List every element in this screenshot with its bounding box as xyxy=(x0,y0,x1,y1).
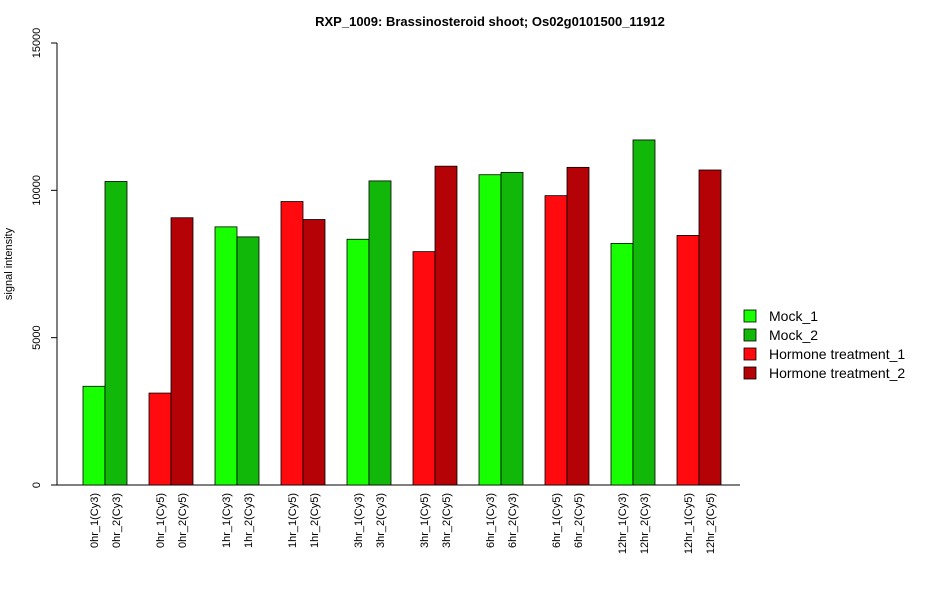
bar-6hr_2(Cy3) xyxy=(500,171,524,486)
legend-label: Hormone treatment_2 xyxy=(769,365,905,381)
legend-label: Mock_2 xyxy=(769,327,818,343)
x-tick-label: 12hr_1(Cy3) xyxy=(617,493,629,554)
x-tick-label: 1hr_1(Cy3) xyxy=(221,493,233,548)
y-tick-label: 15000 xyxy=(31,28,43,59)
bar-12hr_1(Cy5) xyxy=(676,235,700,486)
y-axis-label: signal intensity xyxy=(3,227,15,300)
x-tick-label: 3hr_2(Cy3) xyxy=(375,493,387,548)
x-tick-label: 1hr_2(Cy5) xyxy=(309,493,321,548)
x-tick-label: 6hr_2(Cy5) xyxy=(573,493,585,548)
y-tick-label: 5000 xyxy=(31,325,43,349)
bars-group xyxy=(82,139,722,486)
bar-1hr_2(Cy5) xyxy=(302,219,326,486)
legend-swatch xyxy=(743,309,757,323)
x-tick-label: 6hr_2(Cy3) xyxy=(507,493,519,548)
x-tick-label: 12hr_2(Cy5) xyxy=(705,493,717,554)
x-tick-label: 0hr_2(Cy5) xyxy=(177,493,189,548)
bar-6hr_1(Cy5) xyxy=(544,195,568,486)
bar-3hr_1(Cy3) xyxy=(346,238,370,486)
y-axis: 0 5000 10000 15000 xyxy=(31,28,58,488)
bar-12hr_2(Cy3) xyxy=(632,139,656,486)
legend-label: Mock_1 xyxy=(769,308,818,324)
bar-3hr_2(Cy5) xyxy=(434,165,458,486)
legend-swatch xyxy=(743,328,757,342)
bar-3hr_1(Cy5) xyxy=(412,251,436,486)
x-tick-label: 3hr_1(Cy5) xyxy=(419,493,431,548)
bar-0hr_2(Cy3) xyxy=(104,181,128,486)
x-tick-label: 1hr_2(Cy3) xyxy=(243,493,255,548)
legend-swatch xyxy=(743,347,757,361)
x-tick-label: 0hr_2(Cy3) xyxy=(111,493,123,548)
legend-swatch xyxy=(743,366,757,380)
x-tick-label: 0hr_1(Cy5) xyxy=(155,493,167,548)
chart-title: RXP_1009: Brassinosteroid shoot; Os02g01… xyxy=(315,14,665,29)
bar-12hr_2(Cy5) xyxy=(698,169,722,486)
x-tick-label: 3hr_1(Cy3) xyxy=(353,493,365,548)
bar-3hr_2(Cy3) xyxy=(368,180,392,486)
x-tick-label: 0hr_1(Cy3) xyxy=(89,493,101,548)
x-tick-label: 12hr_2(Cy3) xyxy=(639,493,651,554)
legend: Mock_1 Mock_2 Hormone treatment_1 Hormone t… xyxy=(743,308,905,381)
bar-6hr_2(Cy5) xyxy=(566,166,590,486)
x-tick-labels: 0hr_1(Cy3) 0hr_2(Cy3) 0hr_1(Cy5) 0hr_2(Cy5)… xyxy=(89,493,717,554)
x-tick-label: 1hr_1(Cy5) xyxy=(287,493,299,548)
bar-1hr_1(Cy3) xyxy=(214,226,238,486)
bar-6hr_1(Cy3) xyxy=(478,174,502,486)
bar-0hr_2(Cy5) xyxy=(170,217,194,486)
bar-1hr_2(Cy3) xyxy=(236,236,260,486)
x-tick-label: 6hr_1(Cy5) xyxy=(551,493,563,548)
bar-0hr_1(Cy3) xyxy=(82,385,106,486)
bar-0hr_1(Cy5) xyxy=(148,392,172,486)
legend-label: Hormone treatment_1 xyxy=(769,346,905,362)
y-tick-label: 0 xyxy=(31,482,43,488)
x-tick-label: 6hr_1(Cy3) xyxy=(485,493,497,548)
y-tick-label: 10000 xyxy=(31,175,43,206)
bar-1hr_1(Cy5) xyxy=(280,201,304,486)
bar-12hr_1(Cy3) xyxy=(610,242,634,486)
x-tick-label: 3hr_2(Cy5) xyxy=(441,493,453,548)
x-tick-label: 12hr_1(Cy5) xyxy=(683,493,695,554)
